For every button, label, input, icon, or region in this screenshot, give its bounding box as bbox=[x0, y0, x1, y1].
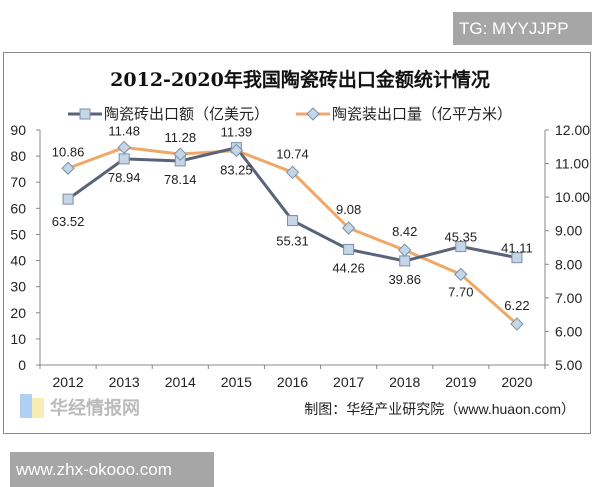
volume-marker bbox=[285, 165, 300, 180]
left-tick-label: 80 bbox=[10, 148, 26, 164]
left-tick-label: 60 bbox=[10, 200, 26, 216]
left-tick-label: 10 bbox=[10, 331, 26, 347]
right-tick-label: 7.00 bbox=[555, 290, 582, 306]
watermark-bottom: www.zhx-okooo.com bbox=[10, 452, 214, 487]
value-data-label: 78.14 bbox=[164, 172, 197, 187]
volume-data-label: 10.86 bbox=[52, 144, 85, 159]
volume-data-label: 7.70 bbox=[448, 284, 473, 299]
volume-marker bbox=[341, 221, 356, 235]
value-marker bbox=[511, 252, 523, 264]
source-note: 制图：华经产业研究院（www.huaon.com） bbox=[304, 401, 575, 417]
left-tick-label: 40 bbox=[10, 253, 26, 269]
chart-frame bbox=[3, 52, 591, 434]
value-marker bbox=[343, 243, 355, 255]
x-tick-label: 2013 bbox=[109, 374, 140, 390]
value-data-label: 63.52 bbox=[52, 214, 85, 229]
value-marker bbox=[455, 241, 467, 253]
right-tick-label: 6.00 bbox=[555, 323, 582, 339]
volume-data-label: 9.08 bbox=[336, 202, 361, 217]
volume-marker bbox=[173, 147, 187, 161]
x-tick-label: 2016 bbox=[277, 374, 308, 390]
value-data-label: 44.26 bbox=[332, 260, 365, 275]
value-data-label: 39.86 bbox=[388, 272, 421, 287]
left-tick-label: 20 bbox=[10, 305, 26, 321]
right-tick-label: 5.00 bbox=[555, 357, 582, 373]
value-data-label: 78.94 bbox=[108, 170, 141, 185]
right-tick-label: 12.00 bbox=[555, 122, 590, 138]
legend-marker-diamond bbox=[306, 107, 320, 121]
value-marker bbox=[287, 215, 298, 227]
right-tick-label: 10.00 bbox=[555, 189, 590, 205]
volume-data-label: 11.39 bbox=[221, 124, 253, 139]
x-tick-label: 2015 bbox=[221, 374, 252, 390]
left-tick-label: 30 bbox=[10, 279, 26, 295]
legend-label-volume: 陶瓷装出口量（亿平方米） bbox=[332, 106, 512, 123]
x-tick-label: 2019 bbox=[445, 374, 476, 390]
volume-marker bbox=[229, 143, 244, 158]
value-data-label: 83.25 bbox=[220, 163, 253, 178]
left-tick-label: 50 bbox=[10, 226, 26, 242]
volume-data-label: 11.48 bbox=[108, 123, 140, 138]
logo-mark-blue bbox=[20, 394, 32, 418]
left-tick-label: 90 bbox=[10, 122, 26, 138]
watermark-top: TG: MYYJJPP bbox=[453, 12, 592, 45]
volume-marker bbox=[510, 317, 524, 331]
x-tick-label: 2012 bbox=[52, 374, 83, 390]
x-tick-label: 2017 bbox=[333, 374, 364, 390]
right-tick-label: 9.00 bbox=[555, 223, 582, 239]
x-tick-label: 2018 bbox=[389, 374, 420, 390]
x-tick-label: 2014 bbox=[165, 374, 196, 390]
logo-mark-yellow bbox=[32, 398, 44, 418]
value-data-label: 55.31 bbox=[276, 234, 309, 249]
volume-marker bbox=[61, 161, 75, 175]
chart-title: 2012-2020年我国陶瓷砖出口金额统计情况 bbox=[110, 68, 490, 91]
left-tick-label: 0 bbox=[18, 357, 26, 373]
value-marker bbox=[118, 153, 130, 165]
value-marker bbox=[62, 193, 74, 205]
left-tick-label: 70 bbox=[10, 174, 26, 190]
right-tick-label: 11.00 bbox=[555, 156, 589, 172]
volume-data-label: 8.42 bbox=[392, 224, 417, 239]
value-data-label: 41.11 bbox=[501, 241, 533, 256]
value-data-label: 45.35 bbox=[445, 230, 478, 245]
logo-watermark: 华经情报网 bbox=[50, 397, 140, 418]
volume-marker bbox=[454, 267, 468, 282]
right-tick-label: 8.00 bbox=[555, 256, 582, 272]
volume-marker bbox=[117, 140, 131, 155]
legend-marker-square bbox=[79, 108, 91, 120]
volume-data-label: 10.74 bbox=[276, 146, 309, 161]
volume-marker bbox=[398, 243, 412, 257]
value-marker bbox=[399, 255, 411, 267]
legend-label-value: 陶瓷砖出口额（亿美元） bbox=[104, 106, 269, 123]
volume-data-label: 6.22 bbox=[504, 298, 529, 313]
x-tick-label: 2020 bbox=[501, 374, 532, 390]
volume-data-label: 11.28 bbox=[164, 130, 196, 145]
